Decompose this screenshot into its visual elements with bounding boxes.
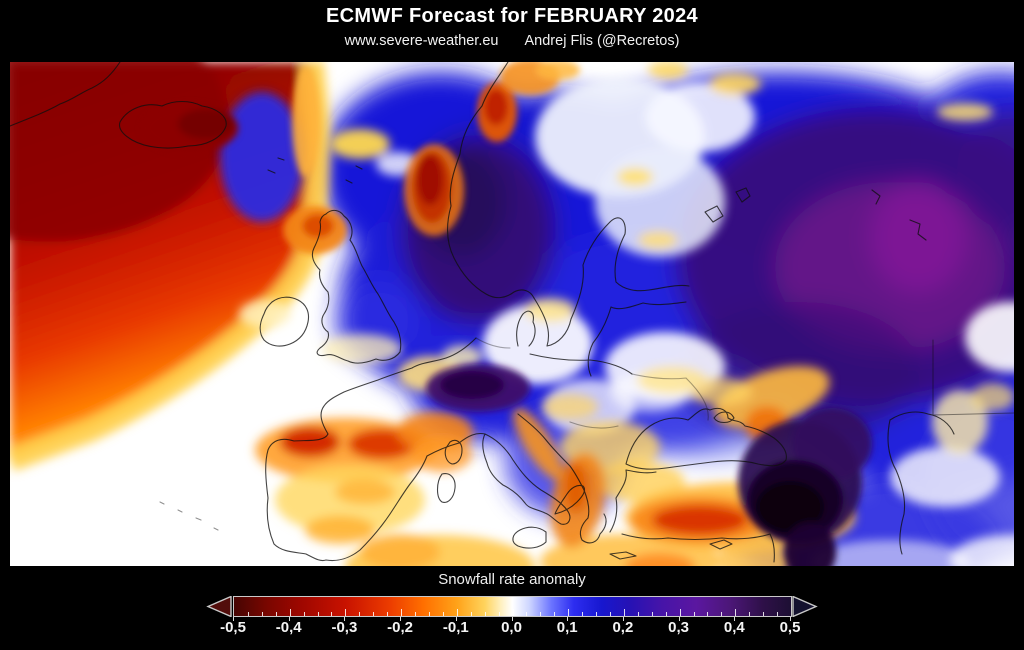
colorbar-tick-stub bbox=[233, 617, 234, 621]
anomaly-map-graphic bbox=[10, 62, 1014, 566]
colorbar-tick-label: 0,1 bbox=[556, 619, 578, 636]
colorbar-tick bbox=[554, 612, 556, 616]
colorbar-tick-label: -0,1 bbox=[442, 619, 469, 636]
colorbar-tick-label: 0,3 bbox=[668, 619, 690, 636]
colorbar-tick bbox=[484, 612, 486, 616]
colorbar-tick-label: -0,4 bbox=[275, 619, 302, 636]
colorbar-tick-stub bbox=[288, 617, 290, 621]
colorbar-tick bbox=[777, 612, 779, 616]
colorbar-tick bbox=[428, 612, 430, 616]
colorbar-tick bbox=[735, 609, 737, 616]
colorbar-tick bbox=[526, 612, 528, 616]
colorbar-tick-label: -0,2 bbox=[387, 619, 414, 636]
colorbar-tick-label: 0,4 bbox=[723, 619, 745, 636]
colorbar-tick-stub bbox=[622, 617, 624, 621]
colorbar-tick bbox=[359, 612, 361, 616]
colorbar-tick-stub bbox=[678, 617, 680, 621]
colorbar-tick-label: 0,2 bbox=[612, 619, 634, 636]
colorbar-tick bbox=[261, 612, 263, 616]
colorbar-tick bbox=[721, 612, 723, 616]
colorbar-gradient bbox=[233, 596, 792, 617]
colorbar-tick bbox=[456, 609, 458, 616]
colorbar-tick-label: -0,5 bbox=[220, 619, 246, 636]
colorbar-tick bbox=[707, 612, 709, 616]
coastlines bbox=[10, 62, 1014, 563]
colorbar-tick bbox=[401, 609, 403, 616]
colorbar-tick bbox=[637, 612, 639, 616]
colorbar-tick bbox=[623, 609, 625, 616]
colorbar-tick bbox=[749, 612, 751, 616]
colorbar-tick-label: 0,0 bbox=[501, 619, 522, 636]
colorbar-right-arrow bbox=[792, 596, 818, 617]
colorbar-tick bbox=[470, 612, 472, 616]
colorbar-tick bbox=[568, 609, 570, 616]
colorbar-tick bbox=[303, 612, 305, 616]
colorbar-tick-stub bbox=[567, 617, 569, 621]
colorbar-tick bbox=[345, 609, 347, 616]
colorbar-tick bbox=[317, 612, 319, 616]
colorbar-tick bbox=[415, 612, 417, 616]
colorbar-tick bbox=[512, 609, 514, 616]
colorbar-tick-stub bbox=[344, 617, 346, 621]
colorbar-tick bbox=[609, 612, 611, 616]
colorbar-tick-label: 0,5 bbox=[779, 619, 801, 636]
colorbar-tick bbox=[331, 612, 333, 616]
colorbar-tick bbox=[387, 612, 389, 616]
colorbar-tick-labels: -0,5 -0,4 -0,3 -0,2 -0,1 0,0 0,1 0,2 0,3 0,4 0,5 bbox=[220, 619, 800, 639]
colorbar-tick bbox=[247, 612, 249, 616]
colorbar-tick bbox=[540, 612, 542, 616]
colorbar-tick-stub bbox=[511, 617, 513, 621]
colorbar-tick-stub bbox=[455, 617, 457, 621]
colorbar-tick bbox=[498, 612, 500, 616]
colorbar-tick bbox=[289, 609, 291, 616]
colorbar-tick-stub bbox=[790, 617, 791, 621]
colorbar-tick bbox=[763, 612, 765, 616]
colorbar-tick bbox=[693, 612, 695, 616]
colorbar-label: Snowfall rate anomaly bbox=[438, 571, 586, 588]
colorbar-tick-stub bbox=[400, 617, 402, 621]
colorbar-tick bbox=[665, 612, 667, 616]
colorbar-tick bbox=[596, 612, 598, 616]
colorbar-tick bbox=[442, 612, 444, 616]
colorbar-tick-stub bbox=[734, 617, 736, 621]
forecast-map bbox=[10, 62, 1014, 566]
colorbar-tick bbox=[275, 612, 277, 616]
colorbar-tick-label: -0,3 bbox=[331, 619, 358, 636]
header: ECMWF Forecast for FEBRUARY 2024 www.sev… bbox=[0, 5, 1024, 49]
page-title: ECMWF Forecast for FEBRUARY 2024 bbox=[326, 5, 698, 27]
colorbar-left-arrow bbox=[206, 596, 232, 617]
source-url: www.severe-weather.eu bbox=[344, 33, 499, 49]
credit-line: www.severe-weather.eu Andrej Flis (@Recre… bbox=[0, 33, 1024, 49]
colorbar-tick bbox=[582, 612, 584, 616]
colorbar-tick bbox=[651, 612, 653, 616]
colorbar-tick bbox=[679, 609, 681, 616]
colorbar-tick bbox=[373, 612, 375, 616]
author-credit: Andrej Flis (@Recretos) bbox=[524, 33, 680, 49]
